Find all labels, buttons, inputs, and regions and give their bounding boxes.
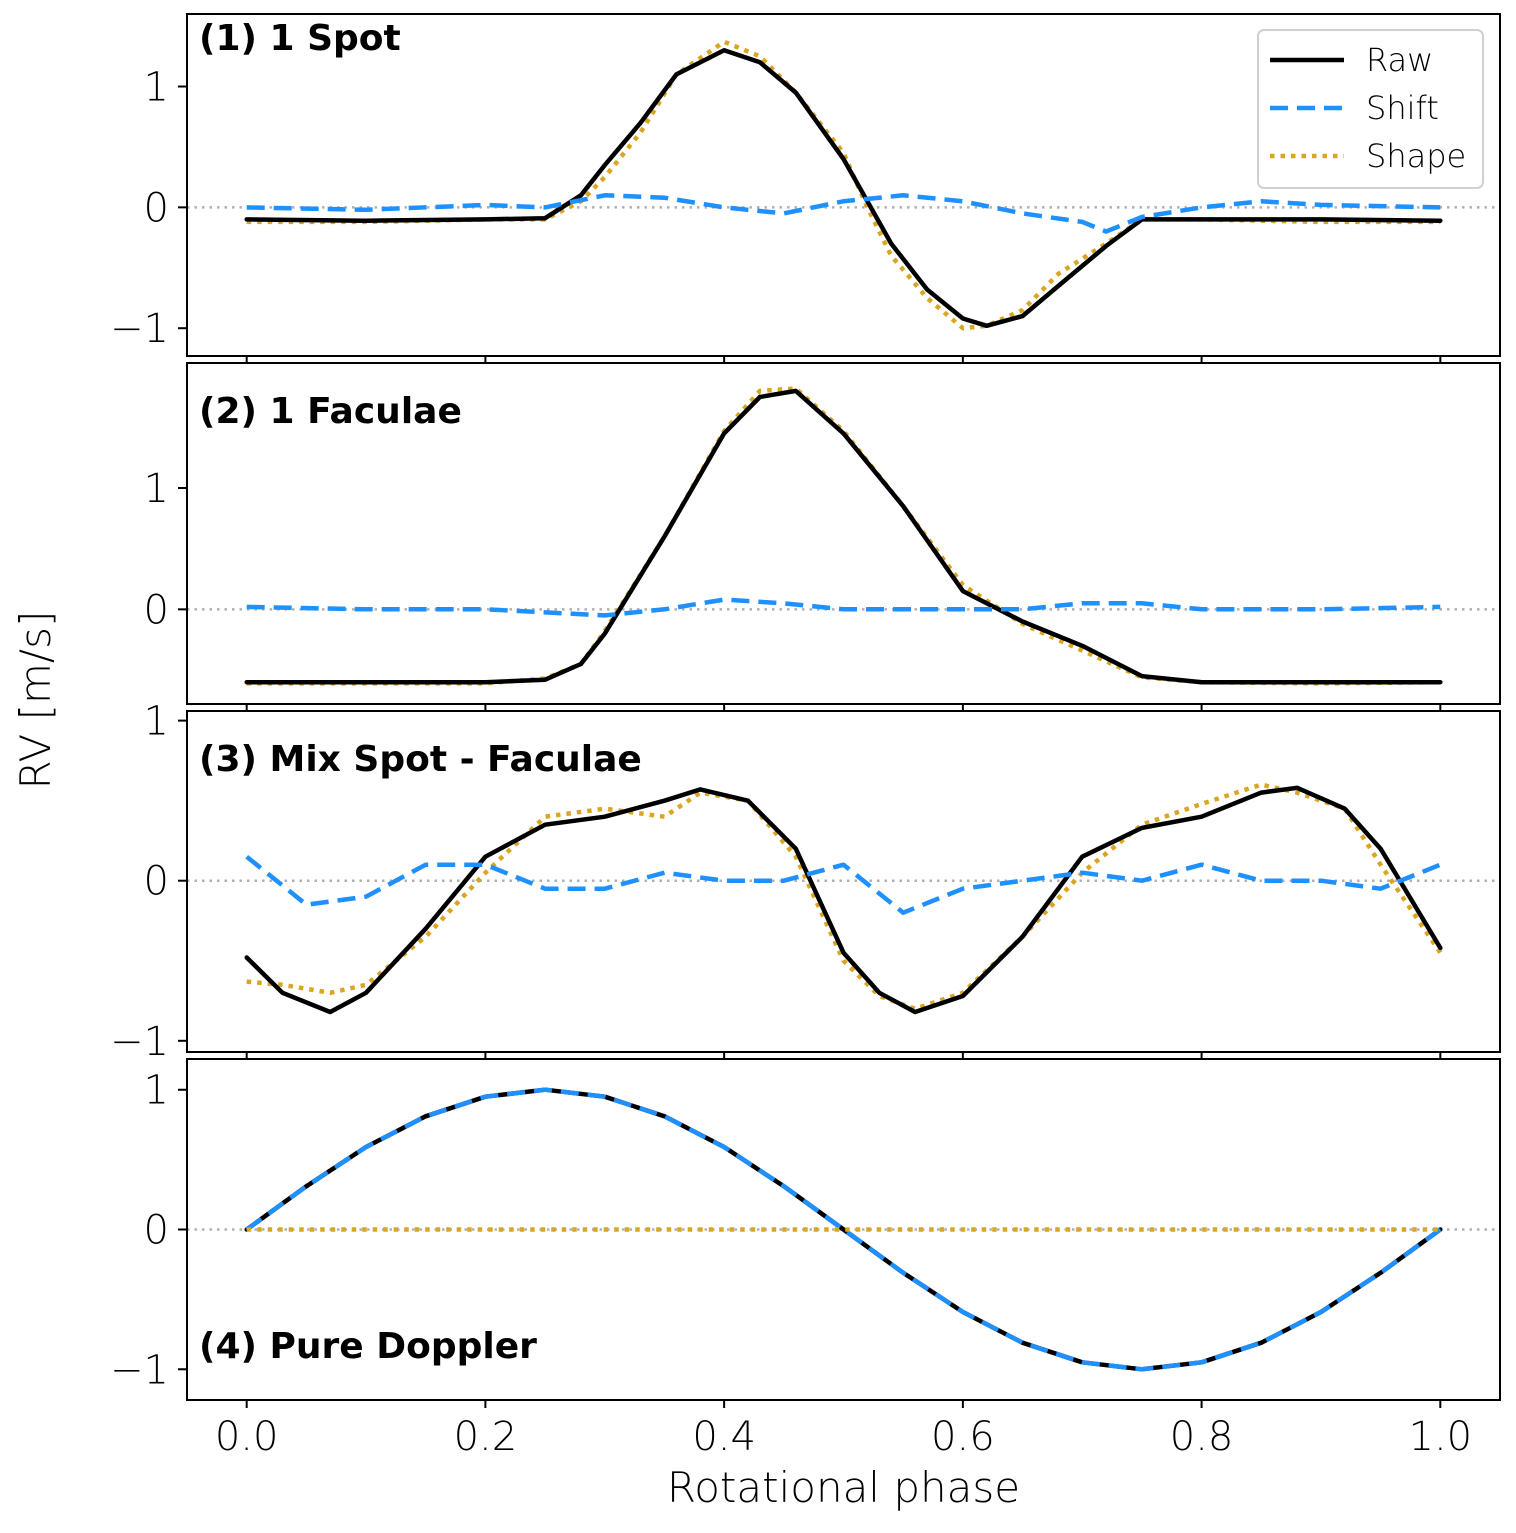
panel-title: (4) Pure Doppler — [199, 1326, 537, 1367]
y-tick-label: 0 — [144, 587, 169, 633]
panel-frame — [186, 13, 1501, 357]
series-group — [244, 39, 1443, 331]
y-tick-label: −1 — [110, 306, 169, 352]
x-tick-label: 1.0 — [1409, 1414, 1473, 1460]
x-tick-label: 0.0 — [215, 1414, 279, 1460]
panel-title: (2) 1 Faculae — [199, 391, 462, 432]
legend: Raw Shift Shape — [1257, 29, 1484, 189]
series-group — [244, 386, 1443, 686]
series-group — [244, 1087, 1443, 1372]
panel-title: (3) Mix Spot - Faculae — [199, 739, 642, 780]
x-tick-label: 0.2 — [454, 1414, 518, 1460]
panel-3: −1 0 1 (3) Mix Spot - Faculae — [110, 699, 1501, 1065]
y-tick-label: −1 — [110, 1347, 169, 1393]
y-tick-label: 0 — [144, 185, 169, 231]
panel-title: (1) 1 Spot — [199, 18, 401, 59]
series-line-shift — [245, 1087, 1442, 1372]
y-tick-label: 1 — [144, 1068, 169, 1114]
series-line-shift — [246, 597, 1441, 618]
legend-label: Shift — [1366, 89, 1439, 127]
legend-box — [1257, 29, 1484, 189]
y-tick-label: 1 — [144, 65, 169, 111]
panel-1: −1 0 1 (1) 1 Spot Raw Shift Shape — [110, 13, 1501, 364]
x-tick-label: 0.8 — [1170, 1414, 1234, 1460]
y-tick-label: 1 — [144, 699, 169, 745]
panel-frame — [186, 362, 1501, 705]
y-tick-label: −1 — [110, 1019, 169, 1065]
y-tick-label: 0 — [144, 859, 169, 905]
y-axis-label: RV [m/s] — [11, 611, 60, 790]
series-line-shift — [245, 854, 1442, 915]
series-line-shape — [246, 782, 1443, 1012]
y-tick-label: 0 — [144, 1208, 169, 1254]
legend-label: Shape — [1366, 137, 1466, 175]
series-group — [244, 782, 1443, 1015]
panel-2: 0 1 (2) 1 Faculae — [144, 362, 1501, 712]
series-line-raw — [244, 388, 1443, 685]
y-tick-label: 1 — [144, 466, 169, 512]
legend-label: Raw — [1366, 41, 1433, 79]
series-line-shift — [246, 193, 1441, 234]
x-axis-label: Rotational phase — [667, 1463, 1020, 1512]
x-tick-label: 0.6 — [931, 1414, 995, 1460]
series-line-raw — [244, 785, 1443, 1015]
x-tick-label: 0.4 — [692, 1414, 756, 1460]
panel-4: −1 0 1 0.0 0.2 0.4 0.6 0.8 1.0 (4) Pure Doppler — [110, 1058, 1501, 1460]
